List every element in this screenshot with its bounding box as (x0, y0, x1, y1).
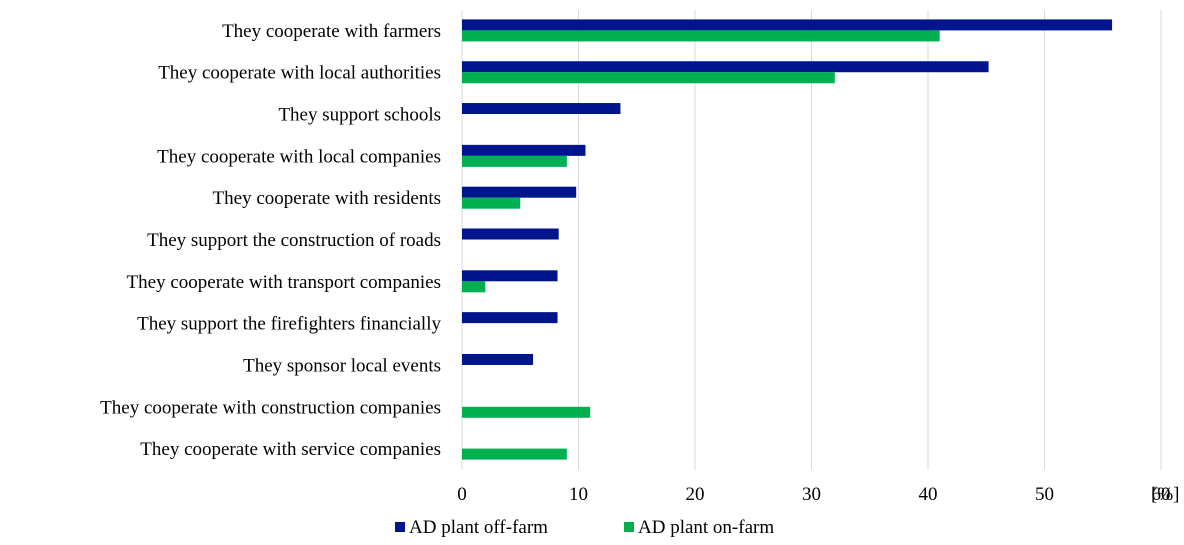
bar-off-farm (462, 61, 989, 73)
bar-off-farm (462, 228, 559, 240)
bar-on-farm (462, 406, 591, 418)
category-label: They cooperate with local companies (157, 146, 441, 167)
bar-on-farm (462, 155, 567, 167)
x-tick-label: 40 (919, 484, 938, 505)
bar-off-farm (462, 353, 534, 365)
bar-off-farm (462, 19, 1113, 31)
legend-label-on-farm: AD plant on-farm (638, 517, 774, 538)
category-label: They cooperate with residents (213, 188, 441, 209)
bar-off-farm (462, 312, 558, 324)
category-label: They cooperate with construction compani… (100, 397, 441, 418)
category-label: They cooperate with farmers (222, 21, 441, 42)
bar-off-farm (462, 103, 621, 115)
bar-on-farm (462, 448, 567, 460)
bar-on-farm (462, 30, 940, 42)
category-label: They cooperate with local authorities (158, 63, 441, 84)
legend-swatch-on-farm (624, 522, 634, 532)
category-label: They support the firefighters financiall… (137, 314, 441, 335)
bar-on-farm (462, 197, 521, 209)
category-label: They support the construction of roads (147, 230, 441, 251)
category-label: They cooperate with service companies (140, 439, 441, 460)
bars (462, 19, 1113, 460)
category-label: They cooperate with transport companies (127, 272, 441, 293)
legend-swatch-off-farm (395, 522, 405, 532)
legend-label-off-farm: AD plant off-farm (409, 517, 548, 538)
gridlines (461, 10, 1162, 470)
x-tick-label: 30 (802, 484, 821, 505)
category-labels: They cooperate with farmers They cooperat… (100, 21, 441, 460)
x-tick-label: 20 (686, 484, 705, 505)
x-tick-label: 50 (1035, 484, 1054, 505)
legend: AD plant off-farm AD plant on-farm (395, 517, 774, 538)
bar-on-farm (462, 281, 486, 293)
bar-off-farm (462, 270, 558, 282)
x-tick-label: 10 (569, 484, 588, 505)
category-label: They sponsor local events (243, 355, 441, 376)
category-label: They support schools (278, 105, 441, 126)
x-axis-ticks: 0 10 20 30 40 50 60 (457, 484, 1170, 505)
x-tick-label: 0 (457, 484, 467, 505)
x-axis-unit-label: [%] (1151, 484, 1179, 505)
x-tick-label: 60 (1152, 484, 1171, 505)
bar-on-farm (462, 72, 835, 84)
bar-off-farm (462, 186, 577, 198)
bar-off-farm (462, 144, 586, 156)
